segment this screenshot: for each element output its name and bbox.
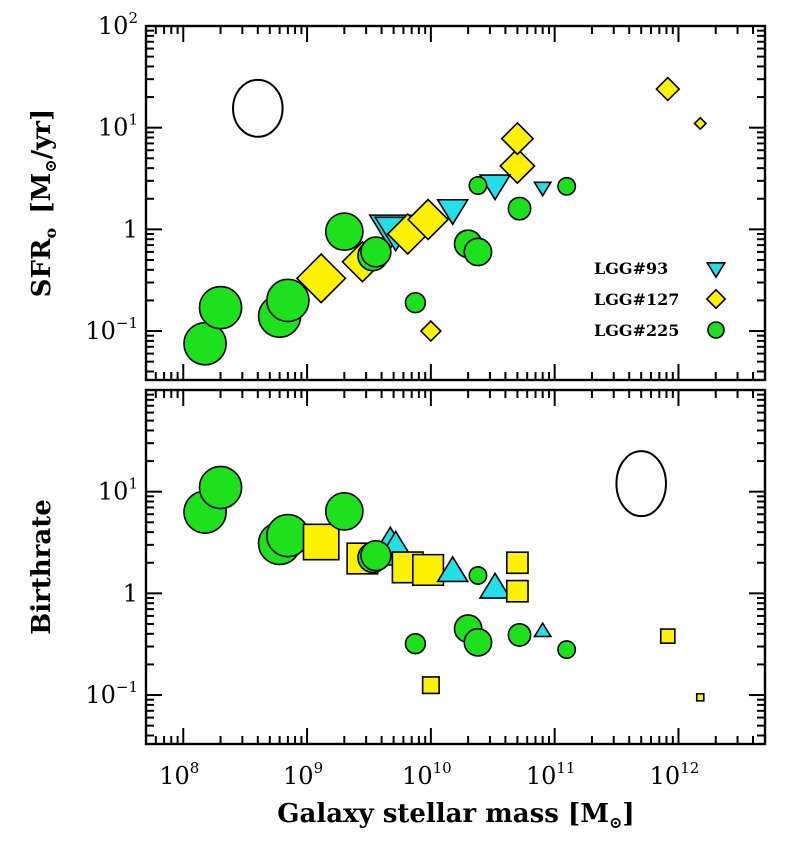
- lgg-127-point: [659, 628, 676, 644]
- y-tick-exponent: 1: [128, 475, 138, 493]
- legend-label: LGG#127: [594, 290, 679, 309]
- y-tick-base: 10: [98, 114, 129, 142]
- y-tick-base: 10: [98, 12, 129, 40]
- y-tick-base: 10: [85, 317, 116, 345]
- lgg-127-point: [500, 121, 535, 156]
- x-tick-label: 109: [283, 759, 323, 790]
- plot-frame: [144, 388, 767, 746]
- x-tick-label: 1011: [526, 759, 576, 790]
- lgg-93-point: [478, 571, 512, 599]
- plot-frame: [144, 24, 767, 382]
- x-tick-exponent: 9: [314, 759, 324, 777]
- lgg-93-point: [533, 181, 553, 198]
- y-axis-title-bottom: Birthrate: [27, 499, 57, 635]
- lgg-225-point: [463, 627, 493, 657]
- lgg-127-point: [407, 198, 450, 241]
- x-tick-base: 10: [402, 762, 433, 790]
- lgg-225-point: [468, 565, 488, 585]
- x-tick-exponent: 8: [190, 759, 200, 777]
- lgg-93-point: [478, 174, 512, 202]
- lgg-225-point: [324, 491, 364, 531]
- lgg-225-point: [360, 539, 392, 572]
- legend-marker: [705, 288, 727, 310]
- x-tick-base: 10: [650, 762, 681, 790]
- y-tick-label: 102: [98, 9, 138, 40]
- y-tick-label: 101: [98, 475, 138, 506]
- lgg-127-point: [421, 676, 440, 695]
- lgg-127-point: [695, 692, 705, 702]
- lgg-225-point: [463, 237, 493, 267]
- lgg-225-point: [468, 176, 488, 195]
- y-tick-label: 101: [98, 111, 138, 142]
- lgg-225-point: [266, 278, 310, 323]
- lgg-225-point: [507, 196, 532, 221]
- lgg-225-point: [557, 640, 577, 660]
- x-axis-title: Galaxy stellar mass [M⊙]: [277, 799, 634, 832]
- legend-label: LGG#225: [594, 321, 679, 340]
- lgg-225-point: [404, 291, 427, 314]
- lgg-225-point: [507, 622, 532, 647]
- y-tick-label: 1: [123, 215, 138, 243]
- x-title-close: ]: [622, 799, 634, 829]
- x-tick-base: 10: [159, 762, 190, 790]
- lgg-225-point: [557, 176, 577, 196]
- lgg-127-point: [655, 76, 681, 102]
- lgg-225-point: [324, 212, 364, 252]
- y-tick-base: 10: [85, 681, 116, 709]
- x-tick-base: 10: [526, 762, 557, 790]
- lgg-225-point: [198, 465, 243, 510]
- x-title-sub: ⊙: [609, 813, 622, 832]
- x-tick-label: 1010: [402, 759, 452, 790]
- y-title-sub: o: [41, 227, 60, 238]
- y-tick-label: 1: [123, 579, 138, 607]
- x-tick-label: 1012: [650, 759, 700, 790]
- x-tick-label: 108: [159, 759, 199, 790]
- lgg-127-point: [693, 116, 708, 131]
- lgg-225-point: [266, 513, 310, 558]
- legend-marker: [705, 261, 727, 279]
- legend-label: LGG#93: [594, 259, 668, 278]
- lgg-225-point: [360, 236, 392, 268]
- x-tick-exponent: 10: [433, 759, 452, 777]
- error-ellipse: [615, 450, 667, 518]
- lgg-127-point: [419, 319, 442, 343]
- y-tick-base: 1: [123, 215, 138, 243]
- x-tick-base: 10: [283, 762, 314, 790]
- lgg-225-point: [198, 285, 243, 330]
- error-ellipse: [232, 78, 284, 138]
- x-title-main: Galaxy stellar mass [M: [277, 799, 609, 829]
- x-tick-exponent: 12: [680, 759, 699, 777]
- lgg-225-point: [404, 632, 427, 655]
- lgg-93-point: [436, 555, 470, 583]
- y-tick-exponent: 2: [128, 9, 138, 27]
- lgg-127-point: [499, 147, 536, 185]
- y-tick-label: 10−1: [85, 678, 138, 709]
- y-title-unit-close: /yr]: [27, 109, 57, 160]
- y-tick-base: 1: [123, 579, 138, 607]
- lgg-93-point: [436, 198, 470, 226]
- y-axis-title-top: SFRo [M⊙/yr]: [27, 109, 60, 298]
- y-tick-exponent: −1: [116, 314, 138, 332]
- y-title-unit-open: [M: [27, 173, 57, 214]
- legend-marker: [707, 321, 725, 339]
- lgg-127-point: [302, 523, 340, 561]
- y-tick-exponent: 1: [128, 111, 138, 129]
- lgg-127-point: [505, 579, 529, 603]
- lgg-93-point: [533, 621, 553, 638]
- lgg-127-point: [295, 252, 347, 304]
- y-tick-base: 10: [98, 478, 129, 506]
- y-title-main: SFR: [27, 238, 57, 297]
- y-title-unit-sub: ⊙: [41, 159, 60, 172]
- x-tick-exponent: 11: [556, 759, 575, 777]
- y-tick-label: 10−1: [85, 314, 138, 345]
- y-tick-exponent: −1: [116, 678, 138, 696]
- lgg-127-point: [505, 551, 529, 575]
- lgg-127-point: [411, 553, 445, 587]
